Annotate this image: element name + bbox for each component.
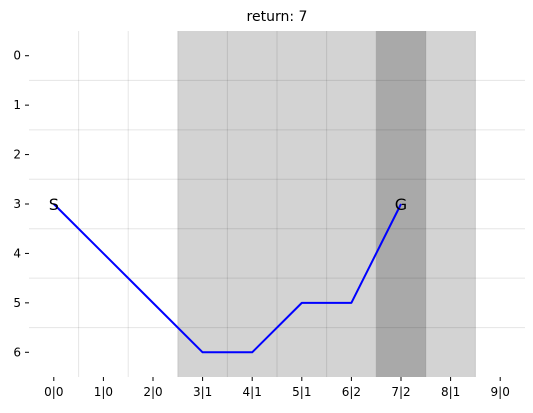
x-tick-label-1: 1|0 (94, 385, 113, 399)
annotation-g: G (395, 195, 407, 214)
x-tick-label-6: 6|2 (342, 385, 361, 399)
y-tick-label-0: 0 (13, 49, 21, 63)
x-tick-label-0: 0|0 (44, 385, 63, 399)
shaded-band-2 (425, 31, 476, 377)
grid-lines (29, 31, 525, 377)
x-tick-label-4: 4|1 (243, 385, 262, 399)
shaded-bands (177, 31, 476, 377)
x-axis-ticks: 0|0 1|0 2|0 3|1 4|1 5|1 6|2 7|2 8|1 9|0 (44, 377, 510, 399)
x-tick-label-5: 5|1 (292, 385, 311, 399)
x-tick-label-8: 8|1 (441, 385, 460, 399)
shaded-band-0 (177, 31, 377, 377)
series-line-0 (53, 203, 402, 354)
y-tick-label-1: 1 (13, 98, 21, 112)
y-tick-label-6: 6 (13, 345, 21, 359)
chart-title: return: 7 (247, 9, 308, 25)
x-tick-label-7: 7|2 (391, 385, 410, 399)
x-tick-label-3: 3|1 (193, 385, 212, 399)
series-layer (53, 203, 402, 354)
y-axis-ticks: 0 1 2 3 4 5 6 (13, 49, 29, 359)
annotation-s: S (49, 195, 59, 214)
x-tick-label-2: 2|0 (143, 385, 162, 399)
y-tick-label-4: 4 (13, 246, 21, 260)
x-tick-label-9: 9|0 (491, 385, 510, 399)
y-tick-label-5: 5 (13, 296, 21, 310)
y-tick-label-2: 2 (13, 148, 21, 162)
y-tick-label-3: 3 (13, 197, 21, 211)
